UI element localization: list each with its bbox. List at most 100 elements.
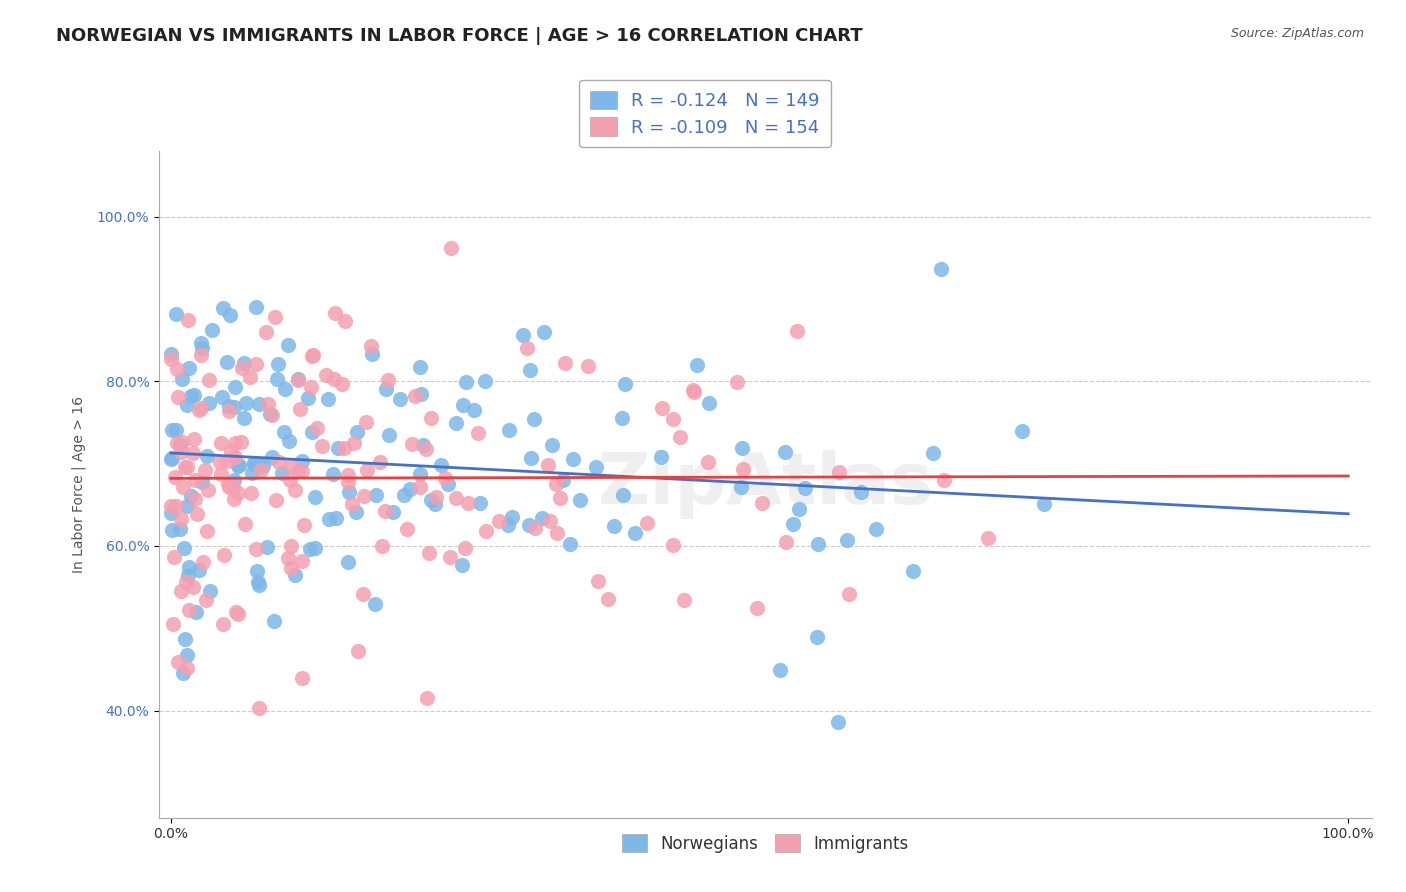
Point bbox=[218, 480, 240, 494]
Point bbox=[239, 486, 262, 500]
Point bbox=[444, 416, 467, 430]
Point bbox=[262, 408, 284, 422]
Point bbox=[339, 485, 361, 500]
Point bbox=[576, 359, 599, 374]
Text: Source: ZipAtlas.com: Source: ZipAtlas.com bbox=[1230, 27, 1364, 40]
Point bbox=[374, 503, 396, 517]
Point bbox=[436, 477, 458, 491]
Point bbox=[232, 356, 254, 370]
Point bbox=[454, 541, 477, 555]
Point bbox=[177, 312, 200, 326]
Point bbox=[468, 495, 491, 509]
Point bbox=[197, 373, 219, 387]
Point bbox=[163, 470, 186, 484]
Point bbox=[287, 464, 309, 478]
Point bbox=[409, 480, 432, 494]
Point bbox=[537, 458, 560, 472]
Point bbox=[177, 361, 200, 376]
Point bbox=[252, 458, 274, 473]
Point bbox=[176, 499, 198, 513]
Point bbox=[181, 446, 204, 460]
Point bbox=[217, 355, 239, 369]
Point bbox=[208, 454, 231, 468]
Point bbox=[225, 605, 247, 619]
Point bbox=[337, 555, 360, 569]
Point bbox=[190, 335, 212, 350]
Point bbox=[731, 462, 754, 476]
Point bbox=[264, 310, 287, 325]
Point bbox=[233, 516, 256, 531]
Point bbox=[291, 671, 314, 685]
Point bbox=[183, 388, 205, 402]
Point bbox=[488, 514, 510, 528]
Point bbox=[226, 607, 249, 621]
Point bbox=[173, 459, 195, 474]
Point bbox=[697, 395, 720, 409]
Point bbox=[1032, 497, 1054, 511]
Point bbox=[186, 507, 208, 521]
Point bbox=[217, 477, 239, 491]
Point bbox=[793, 482, 815, 496]
Point bbox=[219, 444, 242, 458]
Point bbox=[540, 438, 562, 452]
Point bbox=[352, 587, 374, 601]
Point bbox=[651, 401, 673, 415]
Point bbox=[440, 241, 463, 255]
Point bbox=[297, 391, 319, 405]
Point bbox=[179, 603, 201, 617]
Point bbox=[280, 458, 302, 472]
Y-axis label: In Labor Force | Age > 16: In Labor Force | Age > 16 bbox=[72, 396, 86, 573]
Point bbox=[467, 425, 489, 440]
Point bbox=[218, 308, 240, 322]
Point bbox=[553, 473, 575, 487]
Point bbox=[183, 580, 205, 594]
Point bbox=[922, 446, 945, 460]
Point bbox=[392, 488, 415, 502]
Point bbox=[865, 522, 887, 536]
Point bbox=[430, 458, 453, 473]
Point bbox=[903, 564, 925, 578]
Point bbox=[409, 360, 432, 375]
Point bbox=[284, 483, 307, 497]
Point bbox=[316, 392, 339, 406]
Point bbox=[259, 407, 281, 421]
Point bbox=[360, 339, 382, 353]
Point bbox=[169, 522, 191, 536]
Point bbox=[162, 617, 184, 632]
Point bbox=[166, 435, 188, 450]
Point bbox=[409, 387, 432, 401]
Point bbox=[374, 383, 396, 397]
Point bbox=[325, 510, 347, 524]
Point bbox=[501, 509, 523, 524]
Point bbox=[806, 630, 828, 644]
Point bbox=[401, 436, 423, 450]
Point bbox=[217, 454, 239, 468]
Point bbox=[245, 301, 267, 315]
Point bbox=[546, 525, 568, 540]
Point bbox=[247, 701, 270, 715]
Point bbox=[399, 482, 422, 496]
Point bbox=[730, 480, 752, 494]
Point bbox=[291, 464, 314, 478]
Point bbox=[395, 522, 418, 536]
Point bbox=[299, 380, 322, 394]
Point bbox=[173, 541, 195, 555]
Point bbox=[224, 401, 246, 415]
Point bbox=[170, 583, 193, 598]
Point bbox=[218, 404, 240, 418]
Point bbox=[415, 690, 437, 705]
Point bbox=[160, 523, 183, 537]
Point bbox=[172, 372, 194, 386]
Point bbox=[160, 347, 183, 361]
Legend: R = -0.124   N = 149, R = -0.109   N = 154: R = -0.124 N = 149, R = -0.109 N = 154 bbox=[579, 80, 831, 147]
Point bbox=[318, 512, 340, 526]
Point bbox=[226, 459, 249, 474]
Point bbox=[176, 661, 198, 675]
Point bbox=[184, 492, 207, 507]
Point bbox=[683, 385, 706, 400]
Point bbox=[516, 341, 538, 355]
Point bbox=[612, 487, 634, 501]
Point bbox=[368, 454, 391, 468]
Point bbox=[280, 560, 302, 574]
Point bbox=[212, 301, 235, 316]
